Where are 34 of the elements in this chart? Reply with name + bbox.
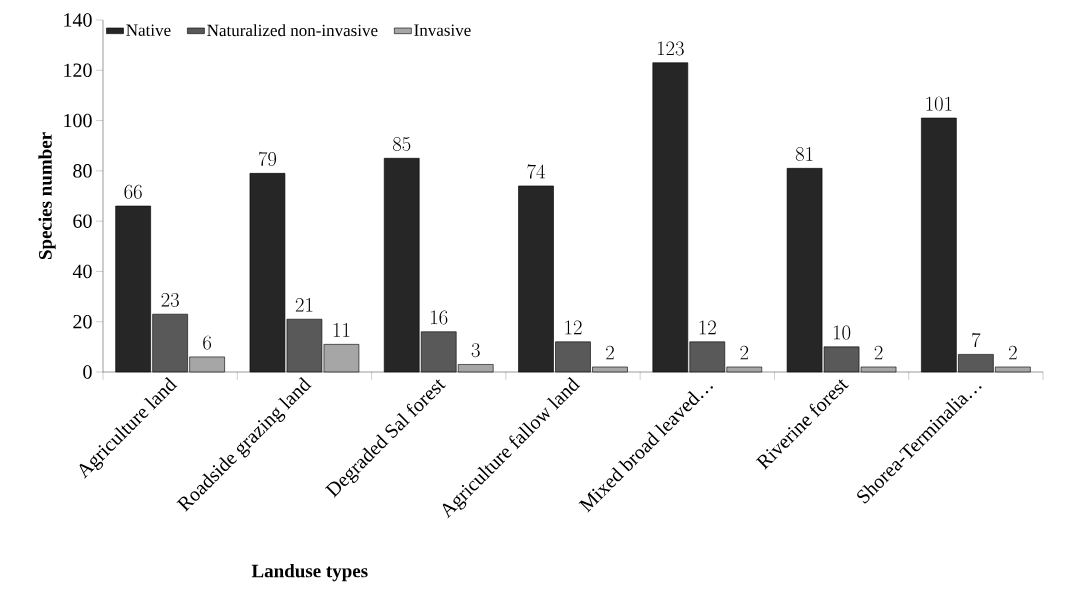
data-label: 101 xyxy=(926,96,952,111)
data-label: 23 xyxy=(161,292,179,307)
data-label: 2 xyxy=(874,345,883,360)
data-label: 81 xyxy=(795,147,813,162)
legend-label: Invasive xyxy=(414,24,471,36)
data-label: 21 xyxy=(295,297,313,312)
data-label: 66 xyxy=(124,184,142,199)
data-label: 2 xyxy=(740,345,749,360)
legend-label: Naturalized non-invasive xyxy=(207,24,378,37)
data-label: 12 xyxy=(565,320,582,335)
data-label: 10 xyxy=(833,325,851,340)
data-label: 16 xyxy=(431,310,448,325)
y-tick-label: 60 xyxy=(73,214,92,228)
data-label: 79 xyxy=(258,151,277,167)
data-label: 11 xyxy=(333,323,350,337)
data-label: 7 xyxy=(972,332,981,348)
y-tick-label: 20 xyxy=(73,314,92,329)
y-axis-title: Species number xyxy=(38,132,56,260)
y-tick-label: 100 xyxy=(64,113,92,128)
data-label: 123 xyxy=(657,41,684,56)
data-label: 85 xyxy=(392,137,411,151)
y-tick-label: 80 xyxy=(73,164,92,178)
data-label: 12 xyxy=(699,320,716,335)
y-tick-label: 120 xyxy=(64,63,92,78)
y-tick-label: 40 xyxy=(72,264,92,279)
legend-label: Native xyxy=(126,24,171,36)
data-label: 74 xyxy=(527,164,546,179)
y-tick-label: 0 xyxy=(83,365,92,379)
data-label: 2 xyxy=(606,345,614,360)
data-label: 2 xyxy=(1008,345,1017,360)
data-label: 6 xyxy=(203,335,212,350)
data-label: 3 xyxy=(471,343,480,358)
y-tick-label: 140 xyxy=(64,13,92,27)
x-axis-title: Landuse types xyxy=(251,564,368,582)
